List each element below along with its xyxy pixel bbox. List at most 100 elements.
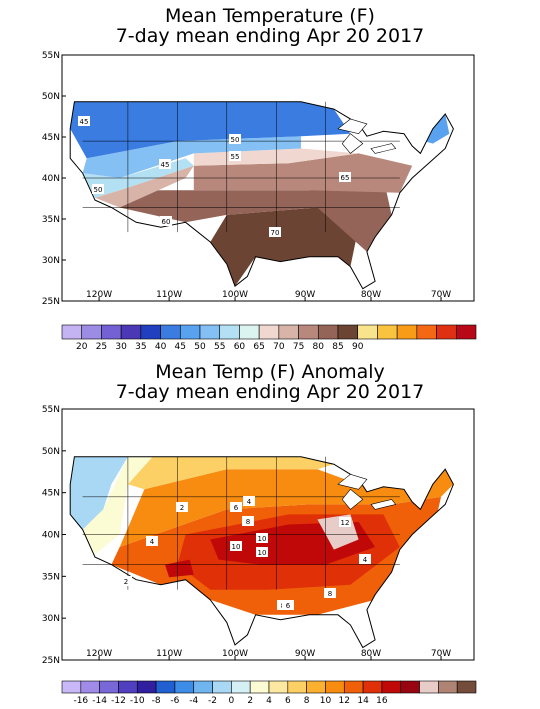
colorbar-swatch xyxy=(61,680,82,694)
colorbar-swatch xyxy=(325,680,345,694)
contour-label: 12 xyxy=(341,519,350,527)
colorbar-label: 10 xyxy=(320,696,332,706)
colorbar-label: 45 xyxy=(175,342,186,352)
colorbar-swatch xyxy=(357,324,378,340)
map2-title-line1: Mean Temp (F) Anomaly xyxy=(155,361,385,383)
colorbar-swatch xyxy=(455,324,477,340)
colorbar-swatch xyxy=(436,324,457,340)
contour-label-bg xyxy=(229,151,241,161)
contour-label-bg xyxy=(230,502,242,512)
temperature-zone xyxy=(210,207,359,287)
lon-label: 120W xyxy=(86,649,112,659)
colorbar-swatch xyxy=(456,680,477,694)
colorbar-label: 70 xyxy=(273,342,285,352)
contour-label: 50 xyxy=(94,186,103,194)
colorbar-label: -10 xyxy=(130,696,145,706)
contour-label-bg xyxy=(159,159,171,169)
lat-label: 40N xyxy=(42,531,60,541)
colorbar-swatch xyxy=(239,324,260,340)
lon-label: 90W xyxy=(295,649,315,659)
contour-label: 10 xyxy=(258,549,267,557)
lat-label: 45N xyxy=(42,133,60,143)
contour-label: 4 xyxy=(150,538,155,546)
contour-label: 60 xyxy=(162,218,171,226)
lat-label: 35N xyxy=(42,215,60,225)
contour-label: 2 xyxy=(180,504,184,512)
colorbar-label: 85 xyxy=(332,342,343,352)
lon-label: 110W xyxy=(156,649,182,659)
contour-label-bg xyxy=(78,116,90,126)
colorbar-label: 6 xyxy=(285,696,291,706)
temperature-zone xyxy=(127,456,334,490)
colorbar-swatch xyxy=(268,680,289,694)
colorbar-label: 25 xyxy=(96,342,107,352)
colorbar-label: 75 xyxy=(293,342,304,352)
contour-label: 8 xyxy=(328,590,332,598)
contour-label-bg xyxy=(256,533,268,543)
colorbar-swatch xyxy=(140,324,161,340)
map1-title-line1: Mean Temperature (F) xyxy=(165,5,375,27)
lon-label: 70W xyxy=(431,649,451,659)
contour-label-bg xyxy=(230,541,242,551)
contour-label-bg xyxy=(160,216,172,226)
colorbar-swatch xyxy=(101,324,122,340)
colorbar-label: 40 xyxy=(155,342,167,352)
colorbar-label: 4 xyxy=(266,696,272,706)
lat-label: 40N xyxy=(42,174,60,184)
contour-label-bg xyxy=(256,547,268,557)
temperature-zone xyxy=(82,456,153,555)
colorbar-label: 12 xyxy=(339,696,350,706)
contour-label-bg xyxy=(243,496,255,506)
colorbar-swatch xyxy=(174,680,195,694)
contour-label-bg xyxy=(146,536,158,546)
colorbar-swatch xyxy=(160,324,181,340)
lat-label: 25N xyxy=(42,297,60,307)
colorbar-swatch xyxy=(155,680,176,694)
great-lake xyxy=(341,133,364,154)
colorbar-swatch xyxy=(61,324,83,340)
contour-label: 2 xyxy=(124,578,128,586)
lon-label: 80W xyxy=(361,649,381,659)
colorbar-swatch xyxy=(120,324,142,340)
colorbar-swatch xyxy=(419,680,439,694)
contour-label-bg xyxy=(282,600,294,610)
colorbar-swatch xyxy=(362,680,383,694)
lon-label: 80W xyxy=(361,290,381,300)
contour-label: 4 xyxy=(247,498,252,506)
temperature-zone xyxy=(165,559,194,578)
lon-label: 120W xyxy=(86,290,112,300)
colorbar-swatch xyxy=(199,324,221,340)
colorbar-label: 16 xyxy=(376,696,388,706)
colorbar-label: 2 xyxy=(247,696,253,706)
colorbar-swatch xyxy=(400,680,420,694)
lat-label: 35N xyxy=(42,572,60,582)
contour-label: 45 xyxy=(80,118,89,126)
colorbar-swatch xyxy=(136,680,157,694)
colorbar-swatch xyxy=(396,324,418,340)
colorbar-swatch xyxy=(343,680,364,694)
colorbar-label: 90 xyxy=(352,342,364,352)
colorbar-swatch xyxy=(278,324,299,340)
lat-label: 55N xyxy=(42,51,60,61)
colorbar-label: -2 xyxy=(208,696,217,706)
temperature-zone xyxy=(70,101,351,159)
colorbar-label: 55 xyxy=(214,342,225,352)
temperature-zone xyxy=(82,136,301,178)
colorbar-swatch xyxy=(416,324,437,340)
colorbar-label: -12 xyxy=(111,696,126,706)
map1-title-line2: 7-day mean ending Apr 20 2017 xyxy=(115,25,425,47)
colorbar-swatch xyxy=(81,324,102,340)
lat-label: 50N xyxy=(42,447,60,457)
contour-label: 45 xyxy=(161,161,170,169)
contour-label: 10 xyxy=(258,535,267,543)
colorbar-swatch xyxy=(179,324,201,340)
colorbar-swatch xyxy=(438,680,458,694)
contour-label-bg xyxy=(229,134,241,144)
lat-label: 55N xyxy=(42,405,60,415)
contour-label: 10 xyxy=(232,543,241,551)
colorbar-swatch xyxy=(193,680,213,694)
colorbar-swatch xyxy=(287,680,307,694)
colorbar-label: -14 xyxy=(92,696,107,706)
colorbar-label: 35 xyxy=(135,342,146,352)
colorbar-label: 14 xyxy=(357,696,369,706)
